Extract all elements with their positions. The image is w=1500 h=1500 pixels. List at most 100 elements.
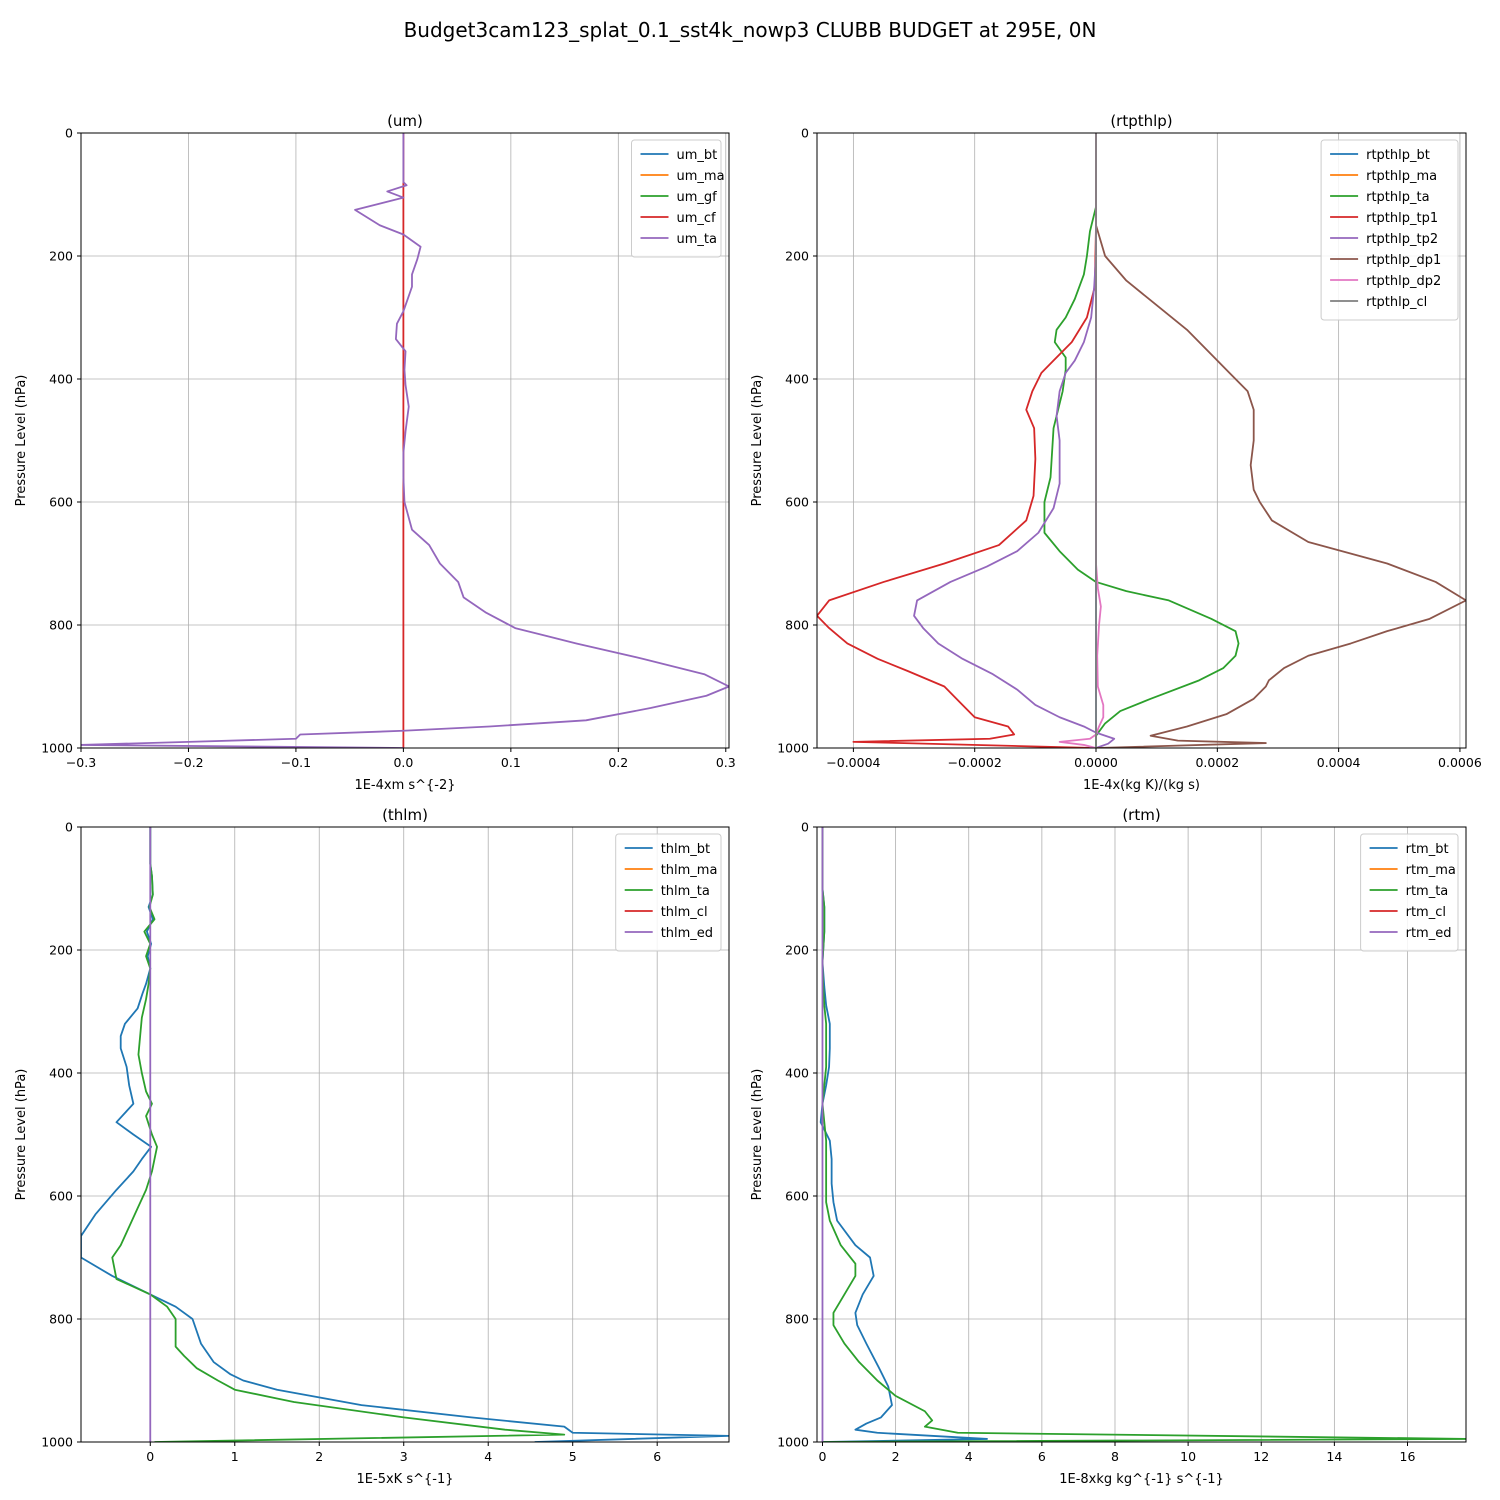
series-line-rtm_ta [821,827,1466,1442]
chart-panel-1: −0.3 −0.2 −0.1 0.0 0.1 0.2 0.3 0 200 400 600 800 100… [14,112,736,793]
panel-title: (rtpthlp) [1110,112,1172,130]
x-tick-label: 14 [1326,1449,1342,1464]
x-tick-label: 4 [484,1449,492,1464]
x-tick-label: 0.0002 [1195,755,1239,770]
y-tick-label: 400 [49,1066,73,1081]
x-tick-label: 0.0004 [1317,755,1361,770]
legend-box [1320,139,1459,321]
legend-entry: um_cf [677,211,717,226]
series-group [819,827,1466,1442]
y-tick-label: 200 [49,943,73,958]
plot-frame [816,132,1467,749]
legend: rtm_bt rtm_ma rtm_ta rtm_cl rtm_ed [1360,833,1459,952]
y-tick-label: 400 [785,1066,809,1081]
panel-title: (thlm) [382,806,428,824]
x-tick-label: 3 [400,1449,408,1464]
x-axis-label: 1E-4x(kg K)/(kg s) [1083,778,1200,793]
y-tick-label: 800 [785,1312,809,1327]
series-line-rtpthlp_ta [1043,133,1240,748]
y-tick-label: 1000 [777,741,809,756]
legend-entry: thlm_ma [661,863,718,878]
legend-entry: thlm_cl [661,905,708,920]
series-line-rtpthlp_dp1 [1095,133,1466,748]
y-tick-label: 600 [785,1189,809,1204]
legend-entry: rtpthlp_dp2 [1366,274,1441,289]
series-line-thlm_ta [111,827,566,1442]
figure-title: Budget3cam123_splat_0.1_sst4k_nowp3 CLUB… [404,18,1097,42]
x-tick-label: −0.0004 [826,755,880,770]
legend-entry: rtpthlp_cl [1366,295,1427,310]
legend-box [615,833,722,952]
y-tick-label: 200 [49,249,73,264]
legend-entry: rtpthlp_ma [1366,169,1437,184]
x-tick-label: 5 [569,1449,577,1464]
x-tick-label: 0.0000 [1074,755,1118,770]
x-tick-label: −0.1 [281,755,311,770]
x-tick-label: 2 [315,1449,323,1464]
chart-panel-2: −0.0004 −0.0002 0.0000 0.0002 0.0004 0.0006 0 2… [750,112,1482,793]
x-axis-label: 1E-4xm s^{-2} [354,778,455,793]
y-tick-label: 200 [785,943,809,958]
x-tick-label: 0.3 [716,755,736,770]
x-tick-label: −0.3 [66,755,96,770]
x-tick-label: 10 [1180,1449,1196,1464]
legend: um_bt um_ma um_gf um_cf um_ta [631,139,725,258]
legend-entry: rtm_ed [1406,926,1452,941]
y-tick-label: 1000 [41,1435,73,1450]
legend-entry: um_gf [677,190,718,205]
legend: thlm_bt thlm_ma thlm_ta thlm_cl thlm_ed [615,833,722,952]
panel-title: (rtm) [1122,806,1160,824]
x-tick-label: −0.0002 [948,755,1002,770]
y-tick-label: 600 [785,495,809,510]
y-axis-label: Pressure Level (hPa) [14,1069,29,1201]
legend-entry: um_ta [677,232,717,247]
legend-entry: um_bt [677,148,718,163]
x-tick-label: 0.2 [608,755,628,770]
y-tick-label: 0 [65,126,73,141]
x-tick-label: 16 [1400,1449,1416,1464]
series-line-rtpthlp_dp2 [1058,133,1105,748]
legend-entry: rtpthlp_tp2 [1366,232,1438,247]
x-tick-label: 2 [892,1449,900,1464]
y-axis-label: Pressure Level (hPa) [750,1069,765,1201]
x-tick-label: 0 [819,1449,827,1464]
x-tick-label: 4 [965,1449,973,1464]
y-tick-label: 800 [49,618,73,633]
x-tick-label: 0.1 [501,755,521,770]
y-tick-label: 200 [785,249,809,264]
y-tick-label: 800 [49,1312,73,1327]
y-tick-label: 1000 [41,741,73,756]
x-tick-label: 0 [146,1449,154,1464]
legend-entry: um_ma [677,169,725,184]
legend-entry: rtm_ma [1406,863,1456,878]
x-tick-label: 1 [231,1449,239,1464]
x-tick-label: 0.0 [393,755,413,770]
legend-entry: rtpthlp_bt [1366,148,1430,163]
legend-entry: rtm_cl [1406,905,1446,920]
legend-entry: thlm_ed [661,926,713,941]
legend-entry: rtpthlp_dp1 [1366,253,1441,268]
legend-entry: rtm_bt [1406,842,1449,857]
x-tick-label: −0.2 [173,755,203,770]
y-tick-label: 600 [49,1189,73,1204]
plot-frame [80,826,730,1443]
x-tick-label: 12 [1253,1449,1269,1464]
y-tick-label: 0 [65,820,73,835]
legend-entry: rtm_ta [1406,884,1449,899]
x-tick-label: 0.0006 [1438,755,1482,770]
y-tick-label: 0 [801,126,809,141]
panel-title: (um) [387,112,423,130]
series-line-rtpthlp_tp2 [913,133,1116,748]
plot-frame [80,132,730,749]
legend-entry: thlm_ta [661,884,710,899]
x-axis-label: 1E-8xkg kg^{-1} s^{-1} [1059,1472,1224,1487]
legend-entry: thlm_bt [661,842,710,857]
series-group [81,827,729,1442]
y-tick-label: 1000 [777,1435,809,1450]
y-tick-label: 400 [785,372,809,387]
y-tick-label: 400 [49,372,73,387]
plot-area [817,827,1466,1442]
panels: −0.3 −0.2 −0.1 0.0 0.1 0.2 0.30200400600800100… [14,112,1482,1487]
chart-panel-3: 0 1 2 3 4 5 6 0 200 400 600 800 1000 (thlm) 1E-5xK s^{… [14,806,730,1487]
